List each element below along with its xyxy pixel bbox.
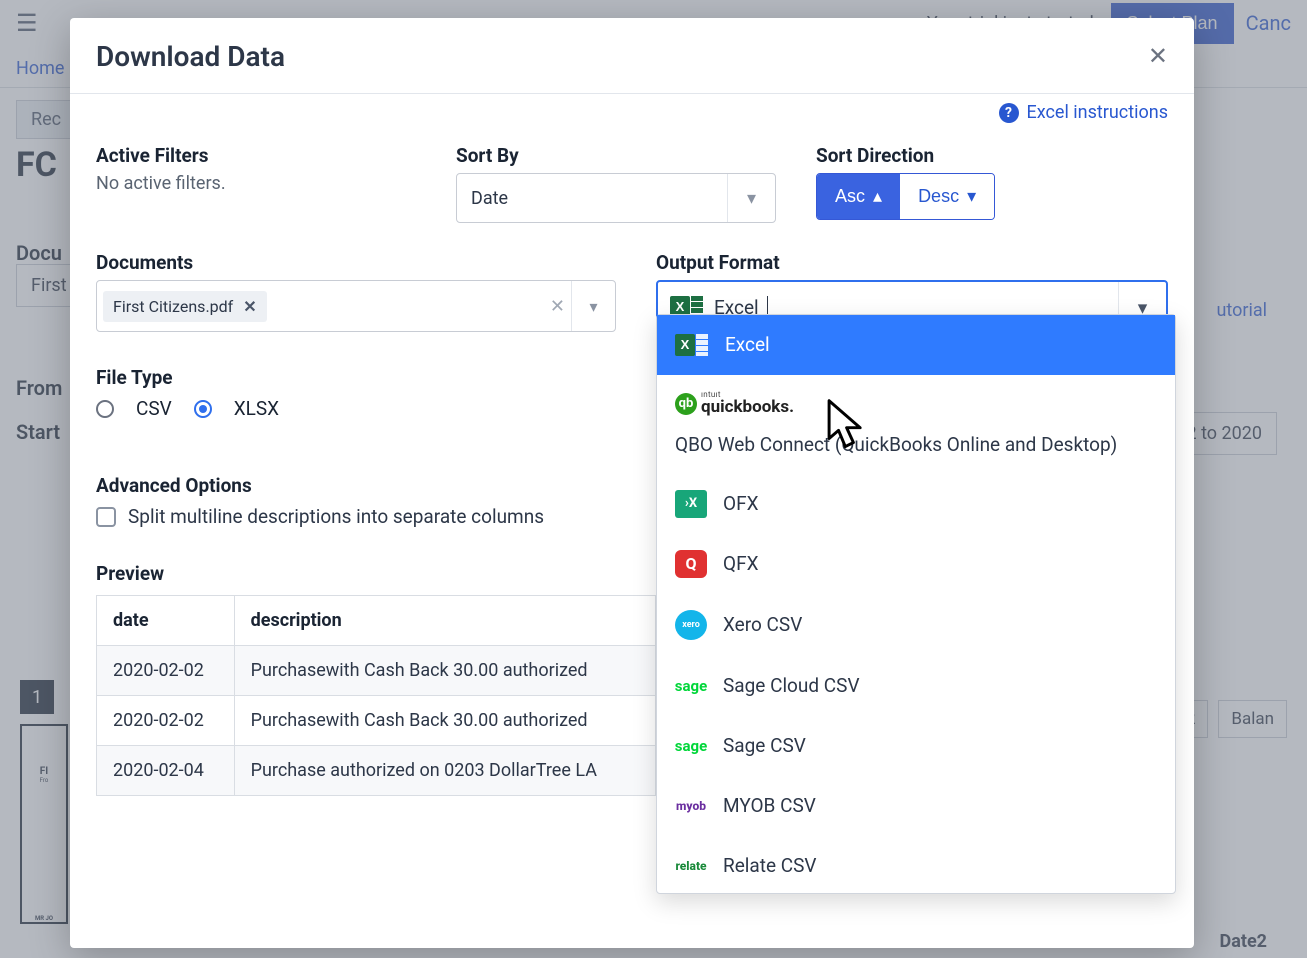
sort-direction-toggle: Asc Desc <box>816 173 995 220</box>
split-multiline-checkbox[interactable] <box>96 507 116 527</box>
dropdown-item-sage-cloud[interactable]: Sage Cloud CSV <box>657 656 1175 716</box>
svg-text:X: X <box>676 299 685 314</box>
dropdown-item-ofx[interactable]: OFX <box>657 474 1175 534</box>
caret-up-icon <box>873 186 882 207</box>
dropdown-item-qbo[interactable]: qb ıntuıtquickbooks. QBO Web Connect (Qu… <box>657 375 1175 474</box>
sort-direction-section: Sort Direction Asc Desc <box>816 144 1168 223</box>
preview-table: date description 2020-02-02 Purchasewith… <box>96 595 656 796</box>
sort-direction-label: Sort Direction <box>816 144 1168 167</box>
documents-label: Documents <box>96 251 616 274</box>
quickbooks-icon: qb ıntuıtquickbooks. <box>675 391 794 416</box>
document-tag: First Citizens.pdf ✕ <box>103 291 267 322</box>
csv-radio[interactable] <box>96 400 114 418</box>
excel-instructions-link[interactable]: ? Excel instructions <box>999 102 1169 123</box>
xlsx-radio[interactable] <box>194 400 212 418</box>
dropdown-item-myob[interactable]: MYOB CSV <box>657 776 1175 836</box>
asc-button[interactable]: Asc <box>817 174 900 219</box>
split-multiline-label: Split multiline descriptions into separa… <box>128 505 544 528</box>
relate-icon <box>675 852 707 880</box>
active-filters-label: Active Filters <box>96 144 416 167</box>
sort-by-select[interactable]: Date ▾ <box>456 173 776 223</box>
dropdown-item-relate[interactable]: Relate CSV <box>657 836 1175 896</box>
xlsx-label: XLSX <box>234 397 279 420</box>
table-row: 2020-02-02 Purchasewith Cash Back 30.00 … <box>97 696 656 746</box>
excel-icon: X <box>675 331 709 359</box>
dropdown-item-sage[interactable]: Sage CSV <box>657 716 1175 776</box>
xero-icon <box>675 610 707 640</box>
col-description: description <box>234 596 655 646</box>
caret-down-icon <box>967 186 976 207</box>
active-filters-section: Active Filters No active filters. <box>96 144 416 223</box>
clear-all-icon[interactable]: ✕ <box>550 296 565 317</box>
desc-button[interactable]: Desc <box>900 174 994 219</box>
sage-icon <box>675 732 707 760</box>
documents-multiselect[interactable]: First Citizens.pdf ✕ ✕ ▾ <box>96 280 616 332</box>
qfx-icon <box>675 550 707 578</box>
chevron-down-icon: ▾ <box>727 174 775 222</box>
table-row: 2020-02-02 Purchasewith Cash Back 30.00 … <box>97 646 656 696</box>
active-filters-text: No active filters. <box>96 173 416 194</box>
modal-title: Download Data <box>96 40 285 73</box>
remove-tag-icon[interactable]: ✕ <box>243 297 256 316</box>
dropdown-item-excel[interactable]: X Excel <box>657 315 1175 375</box>
sage-icon <box>675 672 707 700</box>
dropdown-item-qfx[interactable]: QFX <box>657 534 1175 594</box>
sort-by-section: Sort By Date ▾ <box>456 144 776 223</box>
csv-label: CSV <box>136 397 172 420</box>
help-icon: ? <box>999 103 1019 123</box>
close-icon[interactable]: ✕ <box>1148 42 1168 71</box>
chevron-down-icon[interactable]: ▾ <box>571 281 615 331</box>
sort-by-label: Sort By <box>456 144 776 167</box>
output-format-label: Output Format <box>656 251 1168 274</box>
documents-section: Documents First Citizens.pdf ✕ ✕ ▾ <box>96 251 616 334</box>
svg-text:X: X <box>681 337 690 352</box>
dropdown-item-xero[interactable]: Xero CSV <box>657 594 1175 656</box>
ofx-icon <box>675 490 707 518</box>
download-data-modal: Download Data ✕ ? Excel instructions Act… <box>70 18 1194 948</box>
myob-icon <box>675 792 707 820</box>
table-row: 2020-02-04 Purchase authorized on 0203 D… <box>97 746 656 796</box>
modal-header: Download Data ✕ <box>70 18 1194 94</box>
col-date: date <box>97 596 235 646</box>
output-format-dropdown: X Excel qb ıntuıtquickbooks. QBO Web Con… <box>656 314 1176 894</box>
